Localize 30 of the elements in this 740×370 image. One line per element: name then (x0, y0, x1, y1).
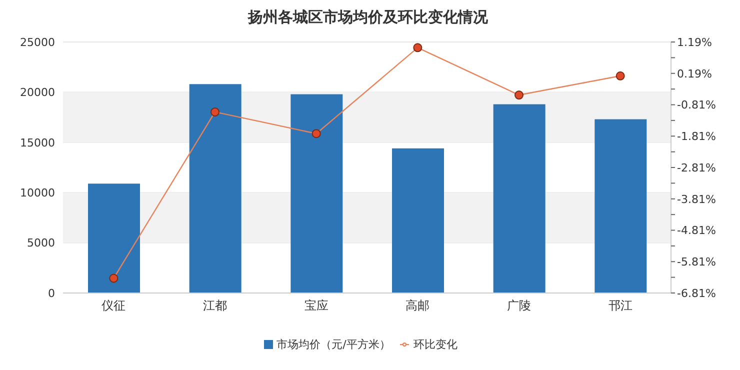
bar (189, 84, 242, 293)
legend-label: 市场均价（元/平方米） (276, 338, 390, 351)
x-tick-label: 仪征 (102, 298, 126, 313)
y2-tick-label: -3.81% (677, 192, 716, 206)
bar (290, 94, 343, 293)
y2-tick-label: -2.81% (677, 161, 716, 174)
y2-tick-label: 1.19% (677, 36, 712, 49)
y2-tick-label: -5.81% (677, 256, 716, 269)
bar (88, 184, 140, 293)
y2-tick-label: -6.81% (677, 286, 716, 300)
y-tick-label: 10000 (20, 186, 55, 200)
x-tick-label: 广陵 (507, 298, 531, 313)
x-tick-label: 江都 (203, 298, 227, 313)
y2-tick-label: -4.81% (677, 224, 716, 238)
x-tick-label: 邗江 (608, 298, 632, 313)
y-tick-label: 20000 (20, 86, 55, 100)
bar (594, 119, 647, 293)
y-tick-label: 0 (48, 286, 55, 300)
bar (392, 148, 444, 293)
y-tick-label: 15000 (20, 136, 55, 150)
y-tick-label: 25000 (20, 36, 55, 49)
legend-label: 环比变化 (413, 338, 458, 351)
x-tick-label: 宝应 (304, 298, 328, 313)
y2-tick-label: -1.81% (677, 130, 716, 144)
y2-tick-label: 0.19% (677, 67, 712, 80)
bar (493, 104, 546, 293)
y-tick-label: 5000 (27, 236, 55, 250)
y2-tick-label: -0.81% (677, 98, 716, 112)
chart-title: 扬州各城区市场均价及环比变化情况 (246, 8, 489, 28)
x-tick-label: 高邮 (406, 298, 430, 313)
